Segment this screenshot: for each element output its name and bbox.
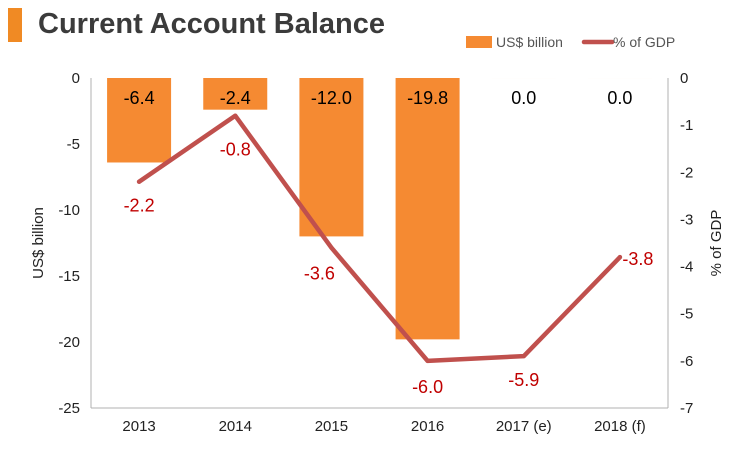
y2-tick-label: -7 [680, 400, 693, 417]
y-tick-label: -25 [58, 400, 80, 417]
title-accent-mark [8, 8, 22, 42]
legend-swatch-bar [466, 36, 492, 48]
y2-tick-label: -6 [680, 353, 693, 370]
y2-tick-label: -5 [680, 306, 693, 323]
gdp-line [136, 113, 623, 364]
bar-2016 [395, 78, 460, 340]
x-tick-label: 2016 [411, 418, 444, 435]
gdp-value-label: -6.0 [412, 377, 443, 397]
bar-2013 [107, 78, 172, 163]
y-tick-label: -10 [58, 202, 80, 219]
gdp-value-label: -2.2 [124, 196, 155, 216]
bar-value-label: -19.8 [407, 88, 448, 108]
chart-title: Current Account Balance [38, 8, 385, 40]
bar-value-label: 0.0 [511, 88, 536, 108]
bar-value-label: -2.4 [220, 88, 251, 108]
bar-value-label: -12.0 [311, 88, 352, 108]
gdp-value-label: -3.8 [622, 249, 653, 269]
gdp-point-2018 (f) [617, 255, 622, 260]
y2-axis-title: % of GDP [708, 210, 725, 277]
gdp-point-2014 [233, 113, 238, 118]
y2-tick-label: 0 [680, 70, 688, 87]
y-tick-label: 0 [72, 70, 80, 87]
gdp-point-2016 [425, 358, 430, 363]
x-tick-label: 2017 (e) [496, 418, 552, 435]
x-tick-label: 2015 [315, 418, 348, 435]
y2-tick-label: -2 [680, 164, 693, 181]
y-tick-label: -20 [58, 334, 80, 351]
gdp-point-2013 [137, 179, 142, 184]
x-tick-label: 2013 [122, 418, 155, 435]
y2-tick-label: -1 [680, 117, 693, 134]
y-axis-title: US$ billion [30, 207, 47, 279]
y2-tick-label: -3 [680, 211, 693, 228]
gdp-point-2015 [329, 245, 334, 250]
gdp-value-label: -0.8 [220, 140, 251, 160]
legend-label-line: % of GDP [613, 34, 675, 50]
legend-label-bar: US$ billion [496, 34, 563, 50]
bar-2015 [299, 78, 364, 237]
x-tick-label: 2014 [219, 418, 252, 435]
x-tick-label: 2018 (f) [594, 418, 646, 435]
gdp-point-2017 (e) [521, 354, 526, 359]
y2-tick-label: -4 [680, 259, 693, 276]
y-tick-label: -15 [58, 268, 80, 285]
gdp-value-label: -5.9 [508, 370, 539, 390]
bar-value-label: 0.0 [607, 88, 632, 108]
bar-2014 [203, 78, 268, 110]
y-tick-label: -5 [67, 136, 80, 153]
gdp-value-label: -3.6 [304, 264, 335, 284]
bar-value-label: -6.4 [124, 88, 155, 108]
